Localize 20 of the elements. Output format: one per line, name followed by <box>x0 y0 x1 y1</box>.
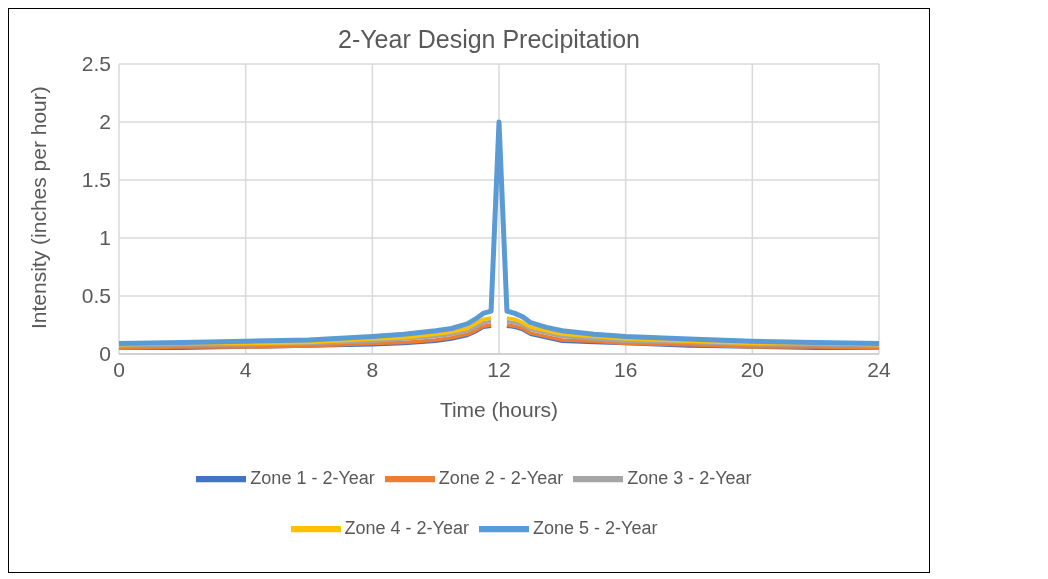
legend-label: Zone 1 - 2-Year <box>250 467 375 488</box>
legend-label: Zone 2 - 2-Year <box>438 467 564 488</box>
x-axis-title: Time (hours) <box>439 397 559 421</box>
y-axis-title: Intensity (inches per hour) <box>27 86 51 329</box>
y-tick-label: 2 <box>99 110 111 134</box>
x-tick-label: 4 <box>239 357 252 381</box>
y-tick-label: 0.5 <box>81 284 111 308</box>
legend-label: Zone 3 - 2-Year <box>627 467 752 488</box>
y-tick-label: 1 <box>99 226 111 250</box>
y-tick-label: 1.5 <box>81 168 111 192</box>
legend-label: Zone 5 - 2-Year <box>533 517 658 538</box>
legend-label: Zone 4 - 2-Year <box>344 517 469 538</box>
x-tick-label: 8 <box>366 357 379 381</box>
x-tick-label: 20 <box>740 357 765 381</box>
y-tick-label: 0 <box>99 342 111 366</box>
chart-title: 2-Year Design Precipitation <box>337 24 641 54</box>
x-tick-label: 16 <box>613 357 638 381</box>
x-tick-label: 12 <box>487 357 511 381</box>
x-tick-label: 24 <box>867 357 891 381</box>
y-tick-label: 2.5 <box>81 52 111 76</box>
